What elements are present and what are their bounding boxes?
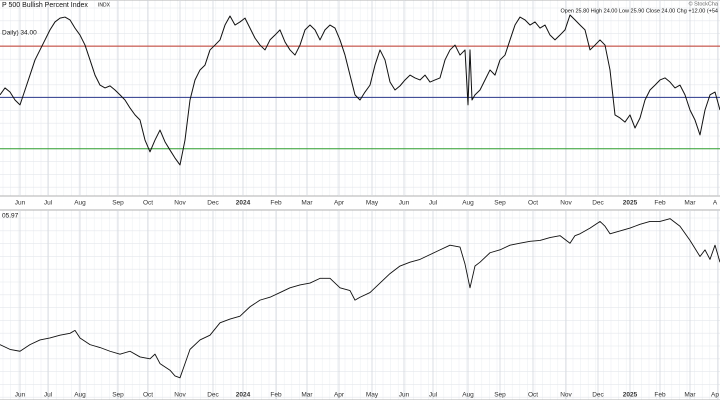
x-tick-label: Aug	[462, 392, 474, 399]
x-tick-label: Jul	[44, 392, 53, 399]
x-tick-label: Feb	[654, 200, 666, 207]
x-tick-label: Jul	[429, 200, 438, 207]
x-tick-label: Dec	[207, 392, 219, 399]
x-tick-label: Aug	[74, 200, 86, 207]
x-tick-label: Jun	[399, 392, 410, 399]
x-tick-label: Ap	[711, 392, 719, 399]
x-tick-label: Dec	[592, 392, 604, 399]
quote: Open 25.80 High 24.00 Low 25.90 Close 24…	[561, 8, 718, 14]
legend-entry: 05.97	[2, 213, 19, 220]
data-layer: Daily) 34.00 05.97	[0, 14, 720, 379]
x-tick-label: Apr	[334, 392, 345, 399]
x-tick-label: Jul	[44, 200, 53, 207]
x-tick-label: Jun	[15, 392, 26, 399]
x-tick-label: Feb	[654, 392, 666, 399]
x-tick-label: Jun	[399, 200, 410, 207]
x-tick-label: Feb	[270, 200, 282, 207]
x-tick-label: 2025	[623, 392, 638, 399]
x-tick-label: Nov	[560, 392, 572, 399]
x-tick-label: Dec	[592, 200, 604, 207]
data-line	[0, 14, 720, 166]
legend-entry: Daily) 34.00	[2, 30, 37, 37]
x-tick-label: A	[713, 200, 718, 207]
chart-title: P 500 Bullish Percent Index	[2, 2, 88, 9]
x-tick-label: Mar	[684, 392, 696, 399]
x-tick-label: Aug	[462, 200, 474, 207]
x-tick-label: Jun	[15, 200, 26, 207]
data-line	[0, 218, 720, 379]
x-tick-label: 2025	[623, 200, 638, 207]
x-tick-label: Feb	[270, 392, 282, 399]
x-tick-label: Sep	[112, 200, 124, 207]
x-tick-label: Nov	[174, 392, 186, 399]
x-tick-label: Oct	[143, 200, 153, 207]
x-tick-label: Sep	[112, 392, 124, 399]
x-tick-label: Mar	[301, 200, 313, 207]
x-tick-label: Sep	[494, 200, 506, 207]
x-tick-label: Oct	[528, 200, 538, 207]
x-tick-label: Oct	[528, 392, 538, 399]
x-tick-label: May	[366, 200, 379, 207]
x-tick-label: Sep	[494, 392, 506, 399]
exchange: INDX	[98, 2, 111, 8]
x-tick-label: Mar	[301, 392, 313, 399]
credit: © StockCha	[689, 0, 719, 7]
x-tick-label: Mar	[684, 200, 696, 207]
x-tick-label: Oct	[143, 392, 153, 399]
x-tick-label: Dec	[207, 200, 219, 207]
x-tick-label: Aug	[74, 392, 86, 399]
x-tick-label: Nov	[560, 200, 572, 207]
x-tick-label: 2024	[236, 392, 251, 399]
x-tick-label: May	[366, 392, 379, 399]
x-tick-label: 2024	[236, 200, 251, 207]
x-tick-label: Nov	[174, 200, 186, 207]
x-tick-label: Apr	[334, 200, 345, 207]
x-tick-label: Jul	[429, 392, 438, 399]
